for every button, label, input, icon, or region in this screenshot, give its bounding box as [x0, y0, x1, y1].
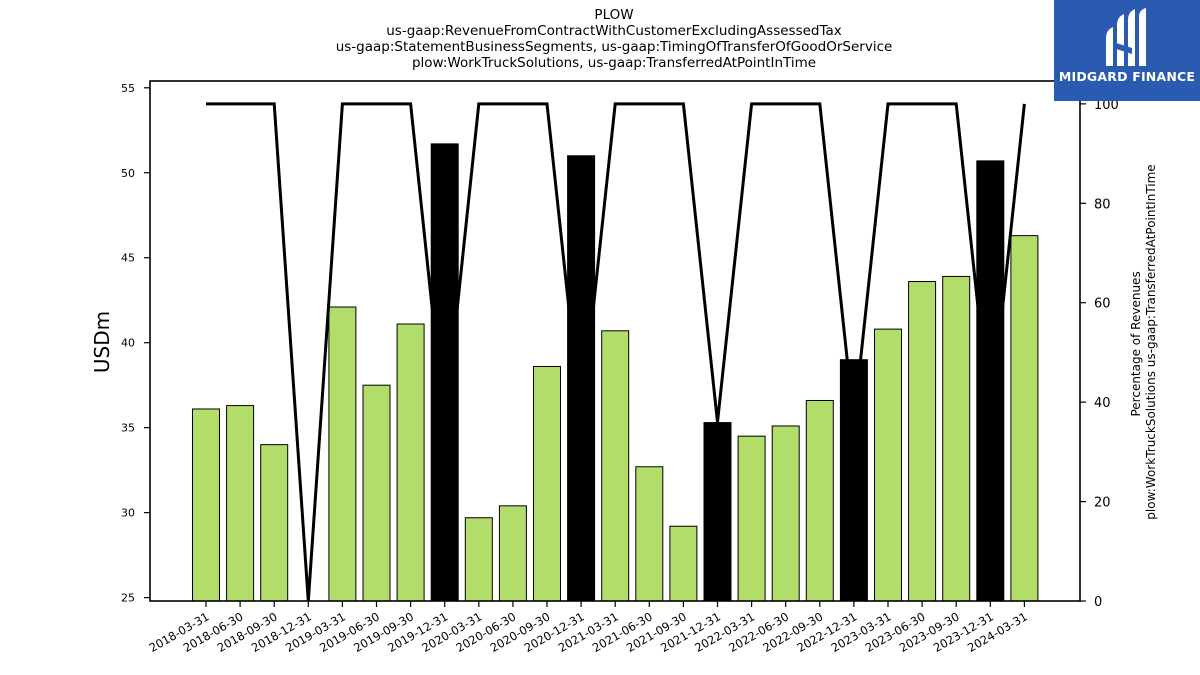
title-line-3: us-gaap:StatementBusinessSegments, us-ga…: [335, 39, 893, 55]
y2-axis-ticks: 0 20 40 60 80 100: [1080, 98, 1119, 610]
y-tick-label: 35: [121, 422, 135, 435]
y-tick-label: 45: [121, 252, 135, 265]
y2-tick-label: 40: [1094, 396, 1111, 411]
logo-text: MIDGARD FINANCE: [1058, 69, 1196, 84]
bar-2019-12-31: [430, 143, 459, 602]
y-tick-label: 55: [121, 82, 135, 95]
y2-tick-label: 100: [1094, 98, 1119, 113]
y2-axis-label-line-1: Percentage of Revenues: [1129, 271, 1143, 416]
title-line-4: plow:WorkTruckSolutions, us-gaap:Transfe…: [411, 55, 817, 71]
percentage-line-series: [206, 102, 1026, 602]
y-axis-label: USDm: [90, 311, 114, 373]
y-axis-ticks: 25 30 35 40 45 50 55: [121, 82, 150, 605]
title-line-2: us-gaap:RevenueFromContractWithCustomerE…: [386, 23, 842, 39]
bar-2021-12-31: [703, 422, 732, 602]
bar-series: [192, 143, 1039, 602]
bar-2018-09-30: [260, 444, 289, 602]
title-line-1: PLOW: [594, 7, 634, 23]
y-tick-label: 30: [121, 507, 135, 520]
x-axis-ticks: 2018-03-312018-06-302018-09-302018-12-31…: [147, 601, 1030, 655]
bar-2022-06-30: [771, 425, 800, 602]
y2-axis-label: Percentage of Revenues plow:WorkTruckSol…: [1129, 164, 1158, 519]
y2-tick-label: 60: [1094, 297, 1111, 312]
bar-2022-09-30: [805, 399, 834, 602]
bar-2020-06-30: [498, 505, 527, 602]
y-tick-label: 40: [121, 337, 135, 350]
bar-2022-12-31: [839, 359, 868, 602]
chart-title: PLOW us-gaap:RevenueFromContractWithCust…: [114, 7, 1114, 71]
bar-2018-03-31: [192, 408, 220, 602]
y2-tick-label: 80: [1094, 197, 1111, 212]
bar-2019-03-31: [328, 306, 357, 602]
bar-2018-06-30: [226, 405, 255, 602]
bar-2019-09-30: [396, 323, 425, 602]
y-tick-label: 50: [121, 167, 135, 180]
percentage-line: [206, 102, 1026, 602]
bar-2019-06-30: [362, 384, 391, 602]
bar-2024-03-31: [1010, 235, 1039, 602]
y-tick-label: 25: [121, 592, 135, 605]
y2-tick-label: 0: [1094, 595, 1102, 610]
bar-2020-03-31: [464, 517, 493, 602]
midgard-logo-icon: [1106, 8, 1146, 66]
bar-2021-09-30: [669, 525, 698, 602]
bar-2023-06-30: [908, 281, 937, 602]
bar-2021-06-30: [635, 466, 664, 602]
bar-2021-03-31: [601, 330, 630, 602]
y2-tick-label: 20: [1094, 496, 1111, 511]
bar-2023-09-30: [942, 275, 971, 602]
bar-2023-12-31: [976, 160, 1005, 602]
midgard-logo: MIDGARD FINANCE: [1054, 0, 1200, 101]
y2-axis-label-line-2: plow:WorkTruckSolutions us-gaap:Transfer…: [1144, 164, 1158, 519]
bar-2022-03-31: [737, 435, 766, 602]
bar-2023-03-31: [874, 328, 902, 602]
bar-2020-12-31: [567, 155, 596, 602]
bar-2020-09-30: [533, 365, 561, 602]
